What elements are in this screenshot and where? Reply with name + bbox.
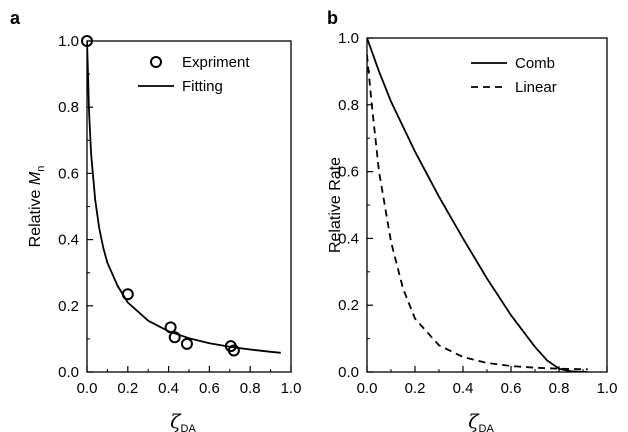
panel-label: b	[327, 8, 338, 28]
x-axis-subscript: DA	[479, 423, 495, 432]
legend-label-linear: Linear	[515, 79, 557, 96]
x-tick-label: 0.4	[158, 380, 179, 397]
x-tick-label: 1.0	[597, 380, 618, 397]
y-tick-label: 0.8	[58, 99, 79, 116]
y-tick-label: 0.8	[338, 97, 359, 114]
data-point	[227, 344, 240, 357]
x-tick-label: 1.0	[281, 380, 302, 397]
y-tick-label: 0.2	[58, 298, 79, 315]
y-tick-label: 0.2	[338, 297, 359, 314]
panel-b-chart: b 0.0 0.2 0.4 0.6 0.8 1.0 0.0 0.2 0.4 0.6 0.8 1.0 ζDA…	[327, 8, 617, 432]
x-axis-symbol: ζ	[170, 411, 182, 432]
y-axis-symbol: M	[27, 171, 44, 185]
y-tick-label: 0.6	[338, 164, 359, 181]
y-axis-label: Relative Rate	[327, 157, 344, 253]
x-tick-label: 0.4	[453, 380, 474, 397]
plot-frame	[366, 37, 608, 373]
x-tick-label: 0.2	[405, 380, 426, 397]
y-tick-label: 1.0	[58, 33, 79, 50]
x-tick-label: 0.6	[501, 380, 522, 397]
x-axis-label: ζDA	[468, 411, 494, 432]
series-line-fitting	[87, 41, 281, 354]
legend-label-fitting: Fitting	[182, 78, 223, 95]
data-point	[168, 331, 181, 344]
panel-a-chart: a 0.0 0.2 0.4 0.6 0.8 1.0 0.0 0.2 0.4 0.6 0.8 1.0 ζDA…	[10, 8, 301, 432]
x-axis-symbol: ζ	[468, 411, 480, 432]
y-axis-subscript: n	[35, 166, 47, 172]
series-line-comb	[367, 38, 588, 372]
y-tick-label: 0.0	[58, 364, 79, 381]
y-tick-label: 0.0	[338, 364, 359, 381]
y-axis-label: Relative Mn	[27, 166, 47, 248]
x-tick-label: 0.0	[77, 380, 98, 397]
legend-label-comb: Comb	[515, 55, 555, 72]
data-point	[180, 337, 193, 350]
y-tick-label: 1.0	[338, 30, 359, 47]
panel-label: a	[10, 8, 21, 28]
x-tick-label: 0.2	[117, 380, 138, 397]
series-line-linear	[367, 54, 588, 371]
x-axis-label: ζDA	[170, 411, 196, 432]
x-tick-label: 0.8	[549, 380, 570, 397]
y-tick-label: 0.4	[338, 230, 359, 247]
y-axis-text: Relative Rate	[327, 157, 344, 253]
legend-marker	[150, 56, 162, 68]
y-tick-label: 0.6	[58, 165, 79, 182]
x-tick-label: 0.0	[357, 380, 378, 397]
y-tick-label: 0.4	[58, 232, 79, 249]
legend-label-expriment: Expriment	[182, 54, 250, 71]
y-axis-text: Relative	[27, 185, 44, 247]
x-axis-subscript: DA	[181, 423, 197, 432]
x-tick-label: 0.8	[240, 380, 261, 397]
x-tick-label: 0.6	[199, 380, 220, 397]
